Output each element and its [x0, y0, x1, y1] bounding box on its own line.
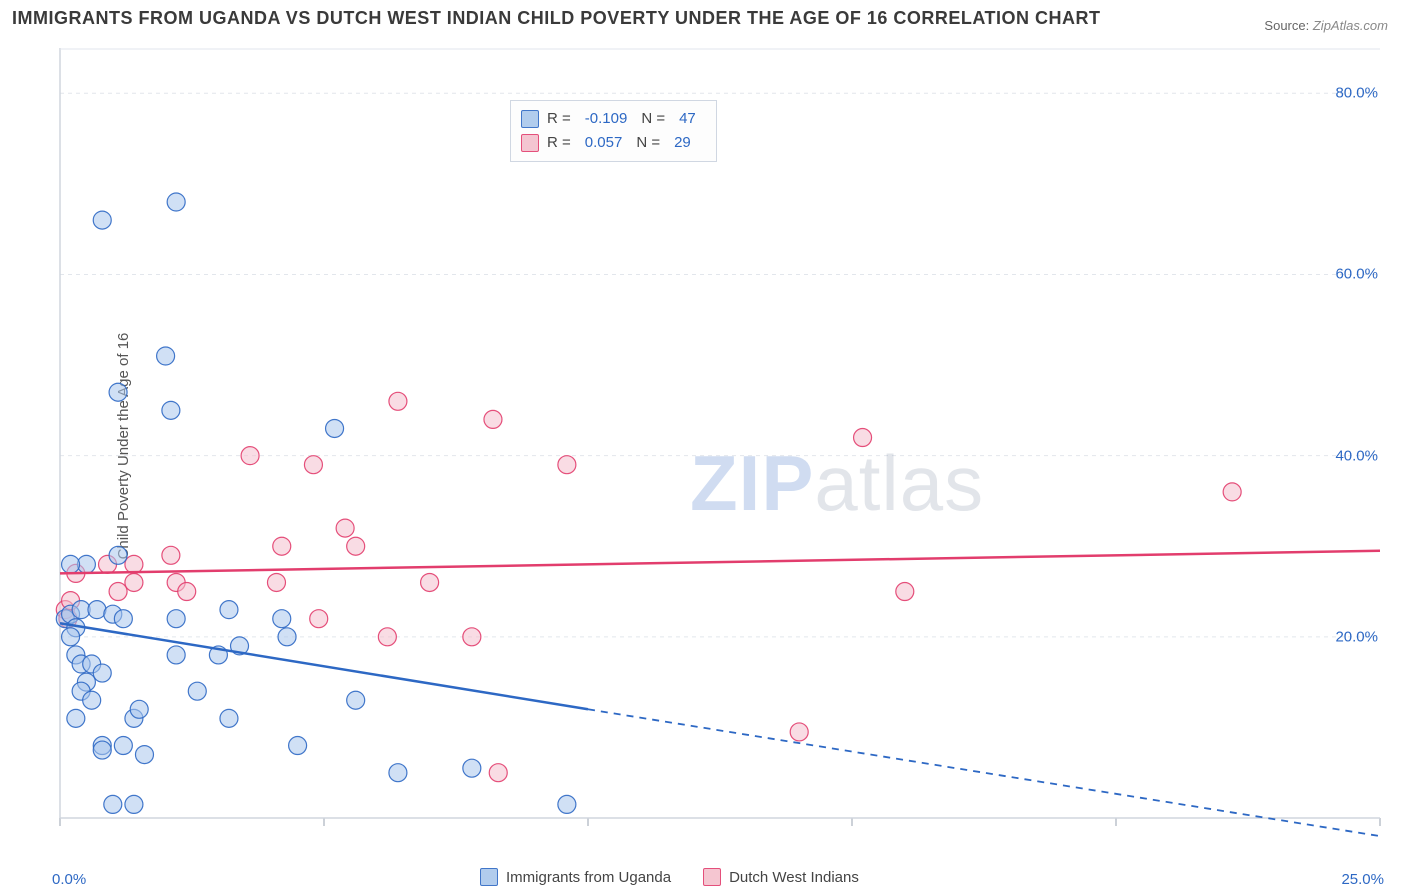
stats-legend: R = -0.109 N = 47 R = 0.057 N = 29 — [510, 100, 717, 162]
x-axis-min-label: 0.0% — [52, 871, 86, 888]
legend-swatch-series2 — [521, 134, 539, 152]
legend-swatch-bottom-1 — [480, 868, 498, 886]
source-value: ZipAtlas.com — [1313, 18, 1388, 33]
source-label: Source: — [1264, 18, 1309, 33]
n-label-2: N = — [636, 131, 660, 155]
stats-row-series1: R = -0.109 N = 47 — [521, 107, 702, 131]
chart-area: ZIPatlas R = -0.109 N = 47 R = 0.057 N =… — [50, 48, 1390, 848]
legend-swatch-series1 — [521, 110, 539, 128]
bottom-legend: Immigrants from Uganda Dutch West Indian… — [480, 868, 859, 886]
stats-row-series2: R = 0.057 N = 29 — [521, 131, 702, 155]
n-value-1: 47 — [679, 107, 696, 131]
legend-swatch-bottom-2 — [703, 868, 721, 886]
x-axis-max-label: 25.0% — [1341, 871, 1384, 888]
legend-item-series1: Immigrants from Uganda — [480, 868, 671, 886]
legend-label-series2: Dutch West Indians — [729, 869, 859, 886]
r-value-1: -0.109 — [585, 107, 628, 131]
legend-item-series2: Dutch West Indians — [703, 868, 859, 886]
y-tick-label: 80.0% — [1335, 85, 1378, 102]
legend-label-series1: Immigrants from Uganda — [506, 869, 671, 886]
chart-title: IMMIGRANTS FROM UGANDA VS DUTCH WEST IND… — [12, 8, 1101, 29]
r-value-2: 0.057 — [585, 131, 623, 155]
source-attribution: Source: ZipAtlas.com — [1264, 18, 1388, 33]
r-label-1: R = — [547, 107, 571, 131]
scatter-plot-svg — [50, 48, 1390, 848]
r-label-2: R = — [547, 131, 571, 155]
n-value-2: 29 — [674, 131, 691, 155]
y-tick-label: 60.0% — [1335, 266, 1378, 283]
y-tick-label: 20.0% — [1335, 628, 1378, 645]
n-label-1: N = — [641, 107, 665, 131]
y-tick-label: 40.0% — [1335, 447, 1378, 464]
